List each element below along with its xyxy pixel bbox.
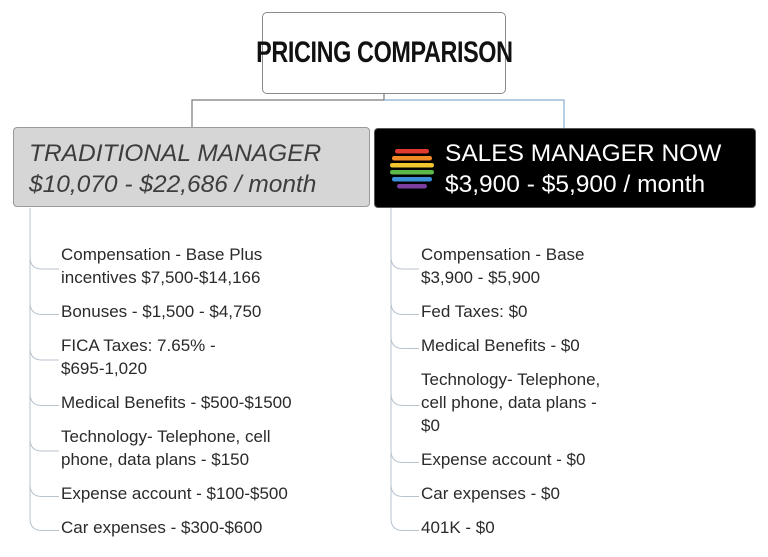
item-connector [390, 256, 419, 270]
list-item-line: 401K - $0 [421, 518, 495, 537]
list-item: Car expenses - $300-$600 [61, 516, 262, 539]
logo-stripe [395, 149, 429, 154]
list-item-line: Technology- Telephone, [421, 370, 601, 389]
list-item-line: Car expenses - $0 [421, 484, 560, 503]
list-item: Car expenses - $0 [421, 482, 560, 505]
list-item: Compensation - Base Plus incentives $7,50… [61, 243, 262, 289]
list-item: 401K - $0 [421, 516, 495, 539]
rainbow-stripes-logo-icon [390, 149, 434, 189]
sales-manager-now-title: SALES MANAGER NOW [445, 140, 722, 167]
item-connector [29, 518, 59, 531]
item-connector [29, 302, 59, 315]
item-connector [29, 438, 59, 452]
item-connector [390, 336, 419, 349]
logo-stripe [392, 177, 432, 182]
traditional-manager-title: TRADITIONAL MANAGER [29, 140, 322, 167]
list-item: Expense account - $0 [421, 448, 585, 471]
list-item: Technology- Telephone, cell phone, data p… [61, 425, 271, 471]
list-item-line: Compensation - Base [421, 245, 585, 264]
list-item-line: Expense account - $0 [421, 450, 586, 469]
list-item-line: Technology- Telephone, cell [61, 427, 271, 446]
list-item: FICA Taxes: 7.65% - $695-1,020 [61, 334, 216, 380]
traditional-manager-node: TRADITIONAL MANAGER $10,070 - $22,686 / … [13, 127, 370, 207]
list-item-line: FICA Taxes: 7.65% - [61, 336, 216, 355]
logo-stripe [392, 156, 432, 161]
list-item-line: incentives $7,500-$14,166 [61, 268, 261, 287]
list-item-line: Expense account - $100-$500 [61, 484, 288, 503]
item-connector [390, 302, 419, 315]
item-connector [29, 347, 59, 361]
list-item: Expense account - $100-$500 [61, 482, 288, 505]
list-item-line: cell phone, data plans - [421, 393, 597, 412]
item-connector [29, 393, 59, 406]
list-item-line: Car expenses - $300-$600 [61, 518, 263, 537]
root-title: PRICING COMPARISON [255, 36, 513, 69]
sales-manager-now-node: SALES MANAGER NOW $3,900 - $5,900 / mont… [374, 128, 756, 208]
sales-manager-now-price: $3,900 - $5,900 / month [445, 171, 706, 198]
item-connector [390, 450, 419, 463]
root-node: PRICING COMPARISON [256, 12, 513, 94]
list-item-line: Compensation - Base Plus [61, 245, 263, 264]
logo-stripe [397, 184, 427, 189]
logo-stripe [390, 170, 434, 175]
logo-stripe [390, 163, 434, 168]
item-connector [29, 484, 59, 497]
list-item: Bonuses - $1,500 - $4,750 [61, 300, 261, 323]
list-item-line: phone, data plans - $150 [61, 450, 250, 469]
list-item-line: $0 [421, 416, 440, 435]
item-connector [390, 484, 419, 497]
traditional-manager-price: $10,070 - $22,686 / month [29, 171, 317, 198]
list-item: Compensation - Base $3,900 - $5,900 [421, 243, 584, 289]
list-item-line: Medical Benefits - $500-$1500 [61, 393, 292, 412]
item-connector [29, 256, 59, 270]
item-connector [390, 518, 419, 531]
list-item-line: Fed Taxes: $0 [421, 302, 528, 321]
list-item: Medical Benefits - $0 [421, 334, 580, 357]
item-connector [390, 393, 419, 406]
list-item-line: $695-1,020 [61, 359, 148, 378]
list-item: Medical Benefits - $500-$1500 [61, 391, 292, 414]
list-item-line: Medical Benefits - $0 [421, 336, 580, 355]
list-item-line: Bonuses - $1,500 - $4,750 [61, 302, 262, 321]
list-item-line: $3,900 - $5,900 [421, 268, 541, 287]
list-item: Technology- Telephone, cell phone, data p… [421, 368, 600, 437]
list-item: Fed Taxes: $0 [421, 300, 527, 323]
